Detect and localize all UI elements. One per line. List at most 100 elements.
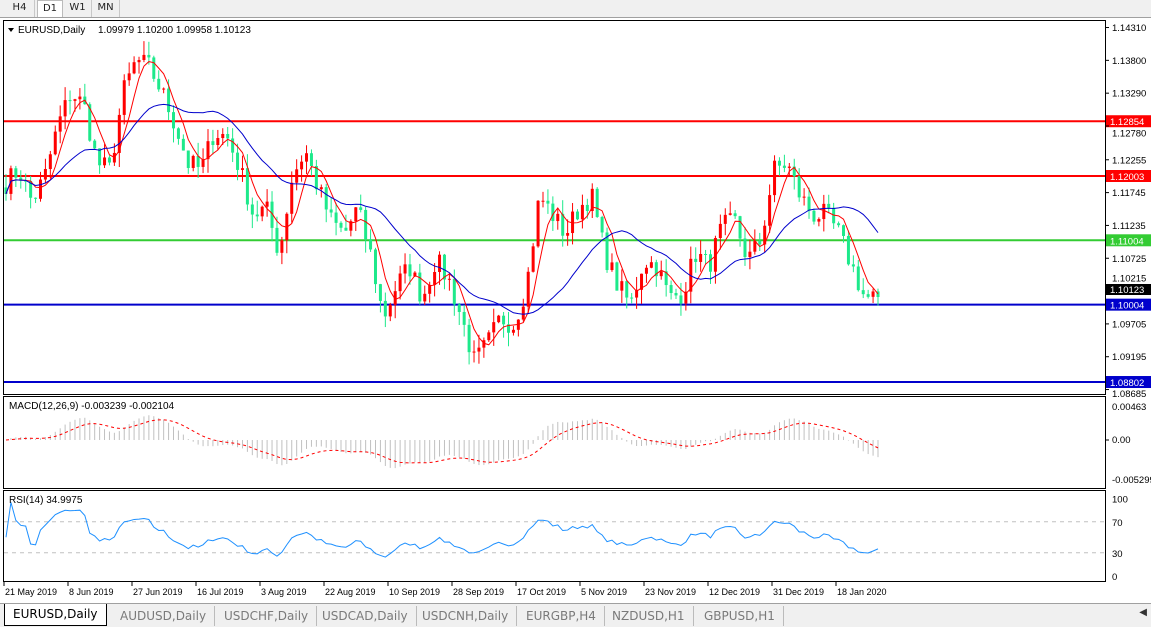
candle-body: [585, 204, 589, 211]
candle-body: [206, 141, 210, 160]
macd-tick-label: 0.00: [1112, 435, 1131, 446]
candle-body: [507, 324, 511, 333]
candle-body: [625, 281, 629, 298]
candle-body: [373, 249, 377, 285]
chart-tab[interactable]: AUDUSD,Daily: [112, 606, 216, 626]
candle-body: [640, 273, 644, 290]
candle-body: [147, 54, 151, 58]
price-chart[interactable]: 1.12854 1.12003 1.11004 1.10004 1.08802 1.101…: [0, 18, 1151, 603]
candle-body: [822, 203, 826, 220]
candle-body: [364, 209, 368, 240]
candle-body: [694, 258, 698, 262]
candle-body: [777, 160, 781, 166]
candle-body: [679, 295, 683, 304]
candle-body: [708, 254, 712, 272]
candle-body: [768, 195, 772, 226]
date-tick-label: 5 Nov 2019: [581, 587, 627, 597]
candle-body: [664, 271, 668, 286]
candle-body: [270, 201, 274, 228]
candle-body: [556, 213, 560, 222]
chart-tab[interactable]: USDCAD,Daily: [314, 606, 417, 626]
candle-body: [797, 176, 801, 198]
candle-body: [265, 201, 269, 207]
chart-tab[interactable]: EURGBP,H4: [518, 606, 605, 626]
horizontal-line-price: 1.11004: [1110, 236, 1144, 247]
chart-header: EURUSD,Daily 1.09979 1.10200 1.09958 1.1…: [8, 25, 251, 36]
candle-body: [817, 219, 821, 222]
timeframe-d1[interactable]: D1: [37, 0, 63, 17]
candle-body: [216, 138, 220, 146]
candle-body: [388, 304, 392, 317]
tab-scroll-left-icon[interactable]: ◀: [1139, 607, 1147, 618]
collapse-triangle-icon[interactable]: [8, 28, 14, 32]
rsi-tick-label: 0: [1112, 572, 1117, 583]
candle-body: [684, 291, 688, 304]
timeframe-mn[interactable]: MN: [92, 0, 120, 17]
candle-body: [773, 160, 777, 196]
price-tick-label: 1.12780: [1112, 128, 1146, 139]
candle-body: [423, 293, 427, 302]
chart-tab[interactable]: USDCHF,Daily: [216, 606, 318, 626]
current-price: 1.10123: [1110, 285, 1144, 296]
horizontal-line-price: 1.12854: [1110, 117, 1144, 128]
price-tick-label: 1.13290: [1112, 89, 1146, 100]
candle-body: [792, 166, 796, 177]
candle-body: [162, 88, 166, 90]
date-tick-label: 12 Dec 2019: [709, 587, 760, 597]
candle-body: [442, 254, 446, 280]
candle-body: [157, 78, 161, 90]
candle-body: [14, 168, 18, 178]
candle-body: [88, 104, 92, 141]
candle-body: [837, 223, 841, 226]
timeframe-w1[interactable]: W1: [64, 0, 92, 17]
candle-body: [201, 159, 205, 167]
date-tick-label: 21 May 2019: [5, 587, 57, 597]
candle-body: [290, 182, 294, 214]
candle-body: [699, 253, 703, 262]
candle-body: [339, 222, 343, 228]
candle-body: [236, 152, 240, 170]
candle-body: [571, 211, 575, 234]
candle-body: [452, 278, 456, 305]
macd-tick-label: 0.00463: [1112, 402, 1146, 413]
candle-body: [19, 177, 23, 181]
candle-body: [53, 131, 57, 155]
candle-body: [176, 128, 180, 139]
candle-body: [172, 112, 176, 129]
candle-body: [250, 204, 254, 215]
candle-body: [152, 57, 156, 79]
candle-body: [689, 258, 693, 292]
candle-body: [733, 213, 737, 217]
candle-body: [98, 148, 102, 166]
candle-body: [122, 80, 126, 115]
candle-body: [34, 197, 38, 199]
candle-body: [305, 153, 309, 162]
date-tick-label: 8 Jun 2019: [69, 587, 114, 597]
date-tick-label: 10 Sep 2019: [389, 587, 440, 597]
candle-body: [467, 324, 471, 353]
candle-body: [186, 150, 190, 168]
candle-body: [531, 246, 535, 272]
candle-body: [866, 294, 870, 297]
candle-body: [349, 221, 353, 231]
timeframe-h4[interactable]: H4: [5, 0, 35, 17]
candle-body: [561, 213, 565, 236]
chart-tab[interactable]: EURUSD,Daily: [4, 604, 107, 626]
candle-body: [477, 347, 481, 352]
horizontal-line-price-badge: [1106, 234, 1151, 247]
candle-body: [4, 187, 8, 194]
price-tick-label: 1.13800: [1112, 56, 1146, 67]
candle-body: [231, 138, 235, 153]
candle-body: [211, 141, 215, 146]
main-panel-frame: [3, 20, 1106, 395]
price-tick-label: 1.09705: [1112, 319, 1146, 330]
chart-window[interactable]: 1.12854 1.12003 1.11004 1.10004 1.08802 1.101…: [0, 18, 1151, 603]
chart-tab[interactable]: NZDUSD,H1: [604, 606, 694, 626]
price-tick-label: 1.10725: [1112, 254, 1146, 265]
price-tick-label: 1.10215: [1112, 274, 1146, 285]
chart-tab[interactable]: GBPUSD,H1: [696, 606, 784, 626]
candle-body: [438, 254, 442, 272]
date-tick-label: 28 Sep 2019: [453, 587, 504, 597]
chart-tab[interactable]: USDCNH,Daily: [414, 606, 518, 626]
date-tick-label: 22 Aug 2019: [325, 587, 376, 597]
